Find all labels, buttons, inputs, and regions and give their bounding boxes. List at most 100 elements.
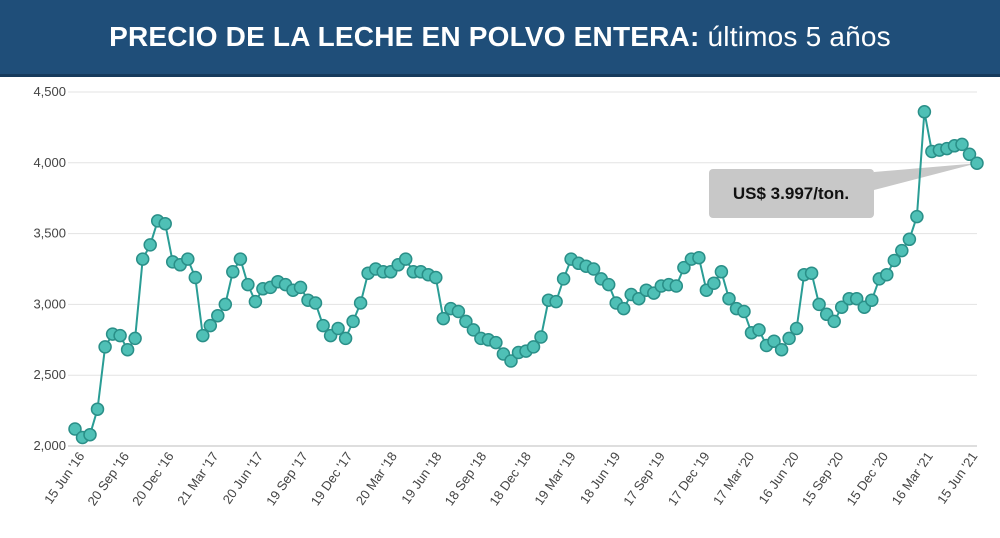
- gridlines: [68, 91, 977, 447]
- data-point: [233, 252, 248, 266]
- data-point: [970, 156, 984, 170]
- data-point: [752, 323, 766, 337]
- x-tick-label: 19 Jun '18: [398, 449, 444, 506]
- x-tick-label: 17 Mar '20: [710, 449, 757, 508]
- data-point: [203, 318, 218, 333]
- x-tick-label: 16 Jun '20: [755, 449, 801, 506]
- data-point: [782, 331, 796, 346]
- data-point: [812, 297, 826, 312]
- data-point: [398, 252, 413, 266]
- data-point: [955, 137, 969, 152]
- y-tick-label: 3,500: [33, 226, 66, 241]
- y-tick-label: 4,500: [33, 84, 66, 99]
- last-value-callout: US$ 3.997/ton.: [709, 169, 874, 218]
- price-markers: [68, 105, 984, 445]
- x-tick-label: 15 Sep '20: [799, 449, 847, 508]
- data-point: [293, 280, 308, 295]
- x-tick-label: 18 Jun '19: [577, 449, 623, 506]
- data-point: [346, 314, 360, 329]
- data-point: [226, 265, 240, 279]
- data-point: [632, 291, 646, 306]
- x-tick-label: 19 Dec '17: [308, 449, 356, 508]
- data-point: [135, 252, 150, 266]
- data-point: [248, 294, 263, 309]
- x-tick-label: 21 Mar '17: [174, 449, 221, 508]
- x-tick-label: 18 Sep '18: [442, 449, 490, 508]
- data-point: [616, 301, 631, 316]
- data-point: [910, 209, 924, 224]
- x-tick-label: 17 Dec '19: [665, 449, 713, 508]
- title-bar: PRECIO DE LA LECHE EN POLVO ENTERA: últim…: [0, 0, 1000, 77]
- data-point: [466, 323, 481, 337]
- data-point: [211, 308, 225, 323]
- data-point: [120, 342, 135, 357]
- data-point: [68, 422, 82, 436]
- data-point: [586, 262, 601, 276]
- data-point: [962, 147, 977, 162]
- data-point: [737, 304, 751, 319]
- data-point: [669, 279, 684, 293]
- data-point: [113, 328, 127, 343]
- data-point: [895, 243, 909, 258]
- data-point: [827, 314, 841, 329]
- data-point: [338, 331, 353, 346]
- data-point: [196, 328, 210, 343]
- x-tick-label: 15 Dec '20: [843, 449, 891, 508]
- data-point: [181, 252, 195, 266]
- y-axis: 2,000 2,500 3,000 3,500 4,000 4,500: [33, 84, 66, 453]
- price-series: [74, 110, 978, 439]
- callout-label: US$ 3.997/ton.: [733, 184, 849, 203]
- data-point: [459, 314, 473, 329]
- y-tick-label: 4,000: [33, 155, 66, 170]
- data-point: [218, 297, 233, 312]
- data-point: [722, 291, 736, 306]
- y-tick-label: 2,500: [33, 367, 66, 382]
- data-point: [865, 293, 879, 307]
- data-point: [887, 253, 902, 268]
- callout-connector: [874, 163, 977, 190]
- data-point: [83, 427, 97, 442]
- data-point: [534, 330, 548, 344]
- data-point: [556, 272, 571, 286]
- data-point: [692, 250, 706, 265]
- data-point: [241, 277, 255, 292]
- x-tick-label: 16 Mar '21: [889, 449, 936, 508]
- data-point: [880, 267, 894, 282]
- data-point: [707, 276, 721, 290]
- callout-box: [709, 169, 874, 218]
- x-tick-label: 20 Sep '16: [84, 449, 132, 508]
- data-point: [601, 277, 616, 292]
- data-point: [489, 335, 503, 350]
- data-point: [804, 266, 819, 280]
- x-tick-label: 18 Dec '18: [486, 449, 534, 508]
- data-point: [436, 311, 451, 326]
- data-point: [834, 300, 849, 314]
- x-tick-label: 19 Sep '17: [263, 449, 311, 508]
- data-point: [451, 304, 466, 319]
- data-point: [143, 238, 157, 252]
- data-point: [714, 265, 729, 279]
- data-point: [677, 260, 691, 275]
- data-point: [331, 321, 345, 336]
- data-point: [917, 105, 932, 119]
- data-point: [90, 402, 105, 416]
- data-point: [549, 294, 563, 309]
- x-tick-label: 19 Mar '19: [531, 449, 578, 508]
- data-point: [353, 296, 368, 310]
- y-tick-label: 2,000: [33, 438, 66, 453]
- data-point: [98, 340, 112, 354]
- data-point: [308, 296, 323, 310]
- data-point: [188, 270, 203, 285]
- x-tick-label: 20 Mar '18: [353, 449, 400, 508]
- data-point: [158, 216, 172, 231]
- x-tick-label: 20 Dec '16: [129, 449, 177, 508]
- data-point: [429, 270, 443, 285]
- data-point: [774, 342, 789, 357]
- title-bold: PRECIO DE LA LECHE EN POLVO ENTERA:: [109, 21, 700, 52]
- x-tick-label: 17 Sep '19: [620, 449, 668, 508]
- title-rest: últimos 5 años: [707, 21, 891, 52]
- x-tick-label: 20 Jun '17: [220, 449, 266, 506]
- series-line: [74, 110, 978, 439]
